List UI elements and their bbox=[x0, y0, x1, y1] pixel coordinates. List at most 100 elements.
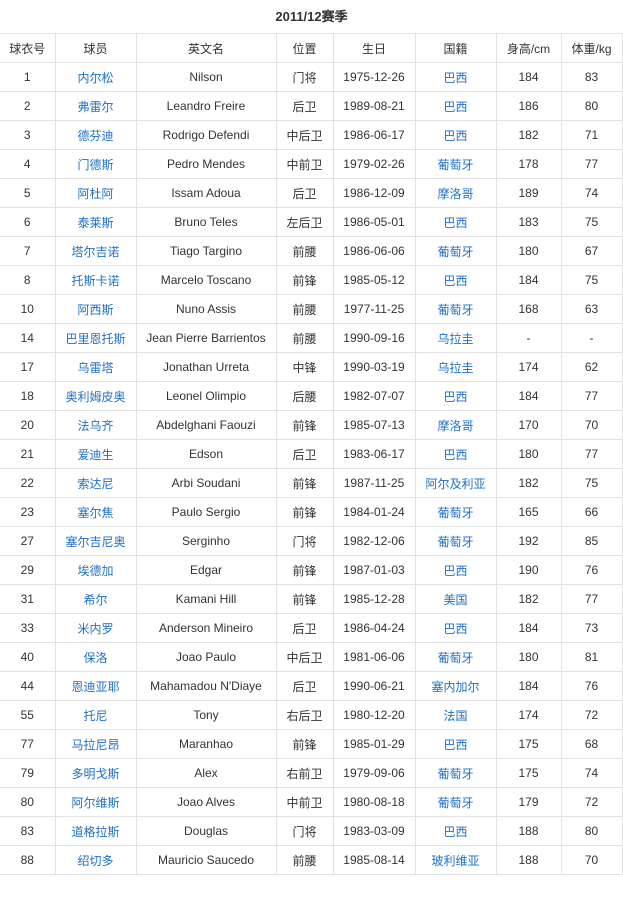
header-height: 身高/cm bbox=[495, 33, 562, 63]
cell-player: 米内罗 bbox=[54, 613, 137, 643]
cell-number: 44 bbox=[0, 671, 56, 701]
player-link[interactable]: 乌雷塔 bbox=[77, 360, 114, 375]
cell-player: 塞尔焦 bbox=[54, 497, 137, 527]
player-link[interactable]: 巴里恩托斯 bbox=[65, 331, 126, 346]
player-link[interactable]: 塞尔吉尼奥 bbox=[65, 534, 126, 549]
player-link[interactable]: 泰莱斯 bbox=[77, 215, 114, 230]
nationality-link[interactable]: 葡萄牙 bbox=[437, 650, 474, 665]
nationality-link[interactable]: 巴西 bbox=[443, 128, 468, 143]
cell-weight: 77 bbox=[560, 149, 623, 179]
cell-position: 后卫 bbox=[275, 671, 334, 701]
nationality-link[interactable]: 巴西 bbox=[443, 70, 468, 85]
nationality-link[interactable]: 巴西 bbox=[443, 824, 468, 839]
player-link[interactable]: 多明戈斯 bbox=[71, 766, 120, 781]
cell-position: 后卫 bbox=[275, 91, 334, 121]
table-row: 40 保洛 Joao Paulo 中后卫 1981-06-06 葡萄牙 180 81 bbox=[0, 642, 623, 672]
player-link[interactable]: 塔尔吉诺 bbox=[71, 244, 120, 259]
cell-position: 前锋 bbox=[275, 584, 334, 614]
nationality-link[interactable]: 巴西 bbox=[443, 215, 468, 230]
nationality-link[interactable]: 葡萄牙 bbox=[437, 505, 474, 520]
nationality-link[interactable]: 塞内加尔 bbox=[431, 679, 480, 694]
table-row: 31 希尔 Kamani Hill 前锋 1985-12-28 美国 182 77 bbox=[0, 584, 623, 614]
nationality-link[interactable]: 葡萄牙 bbox=[437, 157, 474, 172]
cell-birthday: 1984-01-24 bbox=[332, 497, 416, 527]
player-link[interactable]: 希尔 bbox=[83, 592, 108, 607]
nationality-link[interactable]: 葡萄牙 bbox=[437, 244, 474, 259]
player-link[interactable]: 埃德加 bbox=[77, 563, 114, 578]
nationality-link[interactable]: 巴西 bbox=[443, 99, 468, 114]
nationality-link[interactable]: 巴西 bbox=[443, 273, 468, 288]
player-link[interactable]: 塞尔焦 bbox=[77, 505, 114, 520]
cell-nationality: 巴西 bbox=[414, 439, 497, 469]
cell-position: 中后卫 bbox=[275, 120, 334, 150]
player-link[interactable]: 门德斯 bbox=[77, 157, 114, 172]
player-link[interactable]: 托尼 bbox=[83, 708, 108, 723]
cell-position: 前锋 bbox=[275, 410, 334, 440]
player-link[interactable]: 内尔松 bbox=[77, 70, 114, 85]
cell-number: 8 bbox=[0, 265, 56, 295]
table-title: 2011/12赛季 bbox=[275, 9, 348, 24]
cell-height: 190 bbox=[495, 555, 562, 585]
player-link[interactable]: 阿杜阿 bbox=[77, 186, 114, 201]
cell-number: 1 bbox=[0, 62, 56, 92]
nationality-link[interactable]: 巴西 bbox=[443, 621, 468, 636]
nationality-link[interactable]: 巴西 bbox=[443, 389, 468, 404]
cell-nationality: 玻利维亚 bbox=[414, 845, 497, 875]
cell-weight: 77 bbox=[560, 439, 623, 469]
cell-birthday: 1987-11-25 bbox=[332, 468, 416, 498]
player-link[interactable]: 阿西斯 bbox=[77, 302, 114, 317]
player-link[interactable]: 马拉尼昂 bbox=[71, 737, 120, 752]
player-link[interactable]: 德芬迪 bbox=[77, 128, 114, 143]
cell-nationality: 巴西 bbox=[414, 381, 497, 411]
nationality-link[interactable]: 玻利维亚 bbox=[431, 853, 480, 868]
nationality-link[interactable]: 巴西 bbox=[443, 563, 468, 578]
cell-number: 79 bbox=[0, 758, 56, 788]
cell-player: 塞尔吉尼奥 bbox=[54, 526, 137, 556]
cell-english-name: Joao Alves bbox=[135, 787, 277, 817]
player-link[interactable]: 托斯卡诺 bbox=[71, 273, 120, 288]
cell-position: 右后卫 bbox=[275, 700, 334, 730]
cell-birthday: 1982-12-06 bbox=[332, 526, 416, 556]
player-link[interactable]: 爱迪生 bbox=[77, 447, 114, 462]
cell-birthday: 1977-11-25 bbox=[332, 294, 416, 324]
cell-height: 184 bbox=[495, 62, 562, 92]
nationality-link[interactable]: 乌拉圭 bbox=[437, 331, 474, 346]
nationality-link[interactable]: 葡萄牙 bbox=[437, 302, 474, 317]
nationality-link[interactable]: 阿尔及利亚 bbox=[425, 476, 486, 491]
player-link[interactable]: 索达尼 bbox=[77, 476, 114, 491]
player-link[interactable]: 绍切多 bbox=[77, 853, 114, 868]
cell-nationality: 巴西 bbox=[414, 816, 497, 846]
player-link[interactable]: 保洛 bbox=[83, 650, 108, 665]
player-link[interactable]: 奥利姆皮奥 bbox=[65, 389, 126, 404]
nationality-link[interactable]: 葡萄牙 bbox=[437, 795, 474, 810]
cell-english-name: Nuno Assis bbox=[135, 294, 277, 324]
nationality-link[interactable]: 乌拉圭 bbox=[437, 360, 474, 375]
cell-height: 178 bbox=[495, 149, 562, 179]
cell-player: 巴里恩托斯 bbox=[54, 323, 137, 353]
nationality-link[interactable]: 巴西 bbox=[443, 447, 468, 462]
cell-english-name: Alex bbox=[135, 758, 277, 788]
cell-birthday: 1986-06-06 bbox=[332, 236, 416, 266]
cell-english-name: Rodrigo Defendi bbox=[135, 120, 277, 150]
cell-number: 3 bbox=[0, 120, 56, 150]
player-link[interactable]: 阿尔维斯 bbox=[71, 795, 120, 810]
player-link[interactable]: 米内罗 bbox=[77, 621, 114, 636]
cell-position: 前锋 bbox=[275, 497, 334, 527]
nationality-link[interactable]: 美国 bbox=[443, 592, 468, 607]
player-link[interactable]: 恩迪亚耶 bbox=[71, 679, 120, 694]
nationality-link[interactable]: 法国 bbox=[443, 708, 468, 723]
cell-weight: 71 bbox=[560, 120, 623, 150]
nationality-link[interactable]: 巴西 bbox=[443, 737, 468, 752]
table-row: 4 门德斯 Pedro Mendes 中前卫 1979-02-26 葡萄牙 178 77 bbox=[0, 149, 623, 179]
cell-number: 80 bbox=[0, 787, 56, 817]
nationality-link[interactable]: 摩洛哥 bbox=[437, 186, 474, 201]
nationality-link[interactable]: 葡萄牙 bbox=[437, 766, 474, 781]
nationality-link[interactable]: 葡萄牙 bbox=[437, 534, 474, 549]
cell-number: 14 bbox=[0, 323, 56, 353]
cell-position: 前腰 bbox=[275, 323, 334, 353]
cell-nationality: 巴西 bbox=[414, 555, 497, 585]
nationality-link[interactable]: 摩洛哥 bbox=[437, 418, 474, 433]
player-link[interactable]: 法乌齐 bbox=[77, 418, 114, 433]
player-link[interactable]: 道格拉斯 bbox=[71, 824, 120, 839]
player-link[interactable]: 弗雷尔 bbox=[77, 99, 114, 114]
